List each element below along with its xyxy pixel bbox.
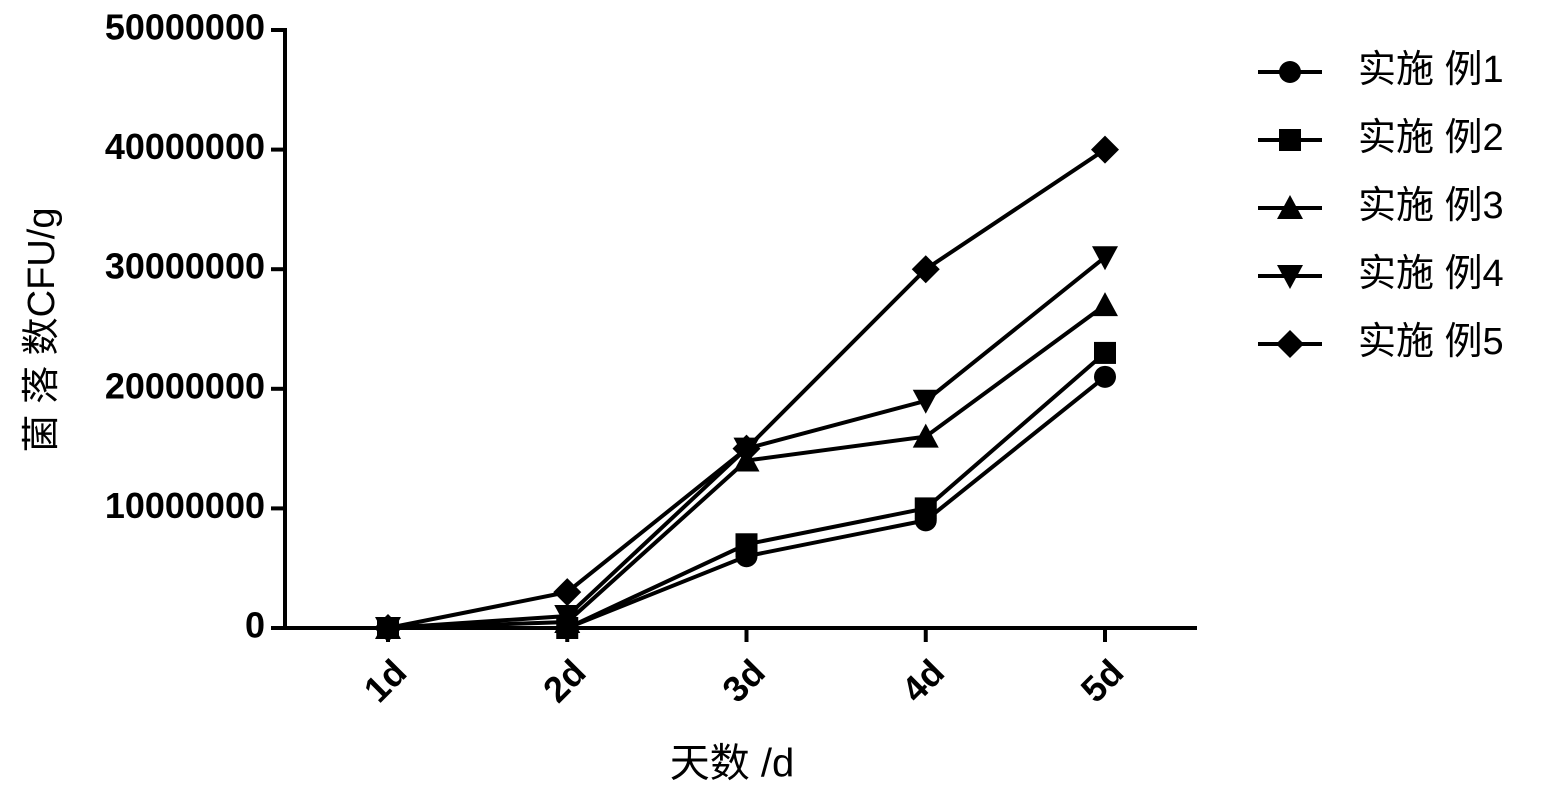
x-tick-label: 4d (893, 651, 952, 710)
marker (912, 389, 939, 414)
y-tick-label: 10000000 (105, 485, 265, 526)
y-tick-label: 20000000 (105, 365, 265, 406)
marker (1092, 292, 1118, 317)
marker (1091, 135, 1119, 164)
marker (914, 497, 937, 520)
y-tick-label: 40000000 (105, 126, 265, 167)
x-tick-label: 1d (356, 651, 415, 710)
y-tick-label: 0 (245, 605, 265, 646)
x-tick-label: 2d (535, 651, 594, 710)
x-tick-label: 5d (1073, 651, 1132, 710)
x-axis-label: 天数 /d (670, 742, 794, 786)
legend-marker (1276, 330, 1304, 358)
legend-label: 实施 例1 (1358, 49, 1504, 91)
x-tick-label: 3d (714, 651, 773, 710)
marker (1094, 341, 1116, 364)
marker (374, 614, 402, 642)
legend-marker (1277, 265, 1303, 289)
legend-marker (1279, 129, 1301, 151)
marker (554, 605, 581, 630)
series-line (388, 375, 1107, 630)
y-tick-label: 50000000 (105, 7, 265, 48)
marker (912, 423, 939, 448)
series-line (388, 351, 1107, 630)
marker (1092, 246, 1118, 271)
legend-label: 实施 例2 (1358, 117, 1504, 159)
marker (735, 533, 758, 556)
legend-marker (1279, 61, 1301, 83)
marker (553, 578, 582, 607)
y-tick-label: 30000000 (105, 246, 265, 287)
legend-marker (1277, 195, 1303, 219)
legend-label: 实施 例5 (1358, 321, 1504, 363)
y-axis-label: 菌 落 数CFU/g (21, 208, 63, 453)
legend-label: 实施 例4 (1358, 253, 1504, 295)
marker (732, 434, 761, 463)
marker (1094, 365, 1116, 388)
legend-label: 实施 例3 (1358, 185, 1504, 227)
marker (911, 255, 940, 284)
